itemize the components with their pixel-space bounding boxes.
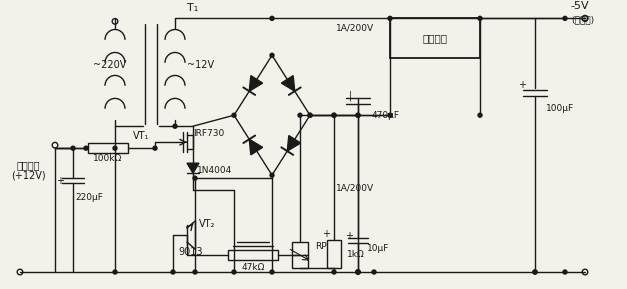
Text: 1N4004: 1N4004 xyxy=(198,166,233,175)
Bar xyxy=(88,143,128,153)
Circle shape xyxy=(270,270,274,274)
Circle shape xyxy=(533,270,537,274)
Circle shape xyxy=(232,270,236,274)
Circle shape xyxy=(270,173,274,177)
Text: +: + xyxy=(518,80,526,90)
Circle shape xyxy=(193,176,197,180)
Circle shape xyxy=(478,16,482,20)
Circle shape xyxy=(388,16,392,20)
Text: IRF730: IRF730 xyxy=(193,129,224,138)
Text: 100μF: 100μF xyxy=(546,104,574,113)
Circle shape xyxy=(71,146,75,150)
Circle shape xyxy=(563,270,567,274)
Bar xyxy=(292,242,308,268)
Circle shape xyxy=(171,270,175,274)
Text: 220μF: 220μF xyxy=(75,193,103,202)
Text: VT₁: VT₁ xyxy=(133,131,149,141)
Circle shape xyxy=(84,146,88,150)
Text: +: + xyxy=(322,229,330,239)
Circle shape xyxy=(308,113,312,117)
Text: 电池电压: 电池电压 xyxy=(16,160,40,170)
Text: T₁: T₁ xyxy=(187,3,198,13)
Circle shape xyxy=(193,270,197,274)
Text: (+12V): (+12V) xyxy=(11,170,45,180)
Circle shape xyxy=(332,270,336,274)
Circle shape xyxy=(113,270,117,274)
Text: -5V: -5V xyxy=(571,1,589,11)
Circle shape xyxy=(533,270,537,274)
Circle shape xyxy=(388,113,392,117)
Circle shape xyxy=(270,16,274,20)
Circle shape xyxy=(478,113,482,117)
Text: VT₂: VT₂ xyxy=(199,219,215,229)
Text: RP: RP xyxy=(315,242,327,251)
Circle shape xyxy=(270,53,274,57)
Circle shape xyxy=(308,113,312,117)
Circle shape xyxy=(563,16,567,20)
Text: 稳压电源: 稳压电源 xyxy=(423,33,448,43)
Polygon shape xyxy=(187,163,199,173)
Polygon shape xyxy=(287,136,301,151)
Circle shape xyxy=(332,113,336,117)
Circle shape xyxy=(173,124,177,128)
Text: ~12V: ~12V xyxy=(187,60,214,70)
Text: +: + xyxy=(345,231,353,241)
Text: 100kΩ: 100kΩ xyxy=(93,154,123,163)
Circle shape xyxy=(298,113,302,117)
Text: 1A/200V: 1A/200V xyxy=(336,24,374,33)
Circle shape xyxy=(356,270,360,274)
Text: 10μF: 10μF xyxy=(367,244,389,253)
Bar xyxy=(390,18,480,58)
Polygon shape xyxy=(250,76,263,91)
Text: 9013: 9013 xyxy=(179,247,203,257)
Circle shape xyxy=(356,113,360,117)
Circle shape xyxy=(372,270,376,274)
Text: 47kΩ: 47kΩ xyxy=(241,262,265,272)
Circle shape xyxy=(356,113,360,117)
Circle shape xyxy=(113,146,117,150)
Text: 1A/200V: 1A/200V xyxy=(336,184,374,193)
Circle shape xyxy=(232,113,236,117)
Text: 470μF: 470μF xyxy=(372,111,400,120)
Circle shape xyxy=(356,270,360,274)
Polygon shape xyxy=(282,76,295,91)
Circle shape xyxy=(356,270,360,274)
Circle shape xyxy=(356,270,360,274)
Text: +: + xyxy=(56,176,64,186)
Text: |: | xyxy=(349,90,352,101)
Circle shape xyxy=(332,113,336,117)
Circle shape xyxy=(153,146,157,150)
Polygon shape xyxy=(250,139,263,155)
Text: (接负载): (接负载) xyxy=(571,15,594,24)
Text: 1kΩ: 1kΩ xyxy=(347,249,365,259)
Bar xyxy=(327,240,341,268)
Bar xyxy=(228,250,278,260)
Text: ~220V: ~220V xyxy=(93,60,127,70)
